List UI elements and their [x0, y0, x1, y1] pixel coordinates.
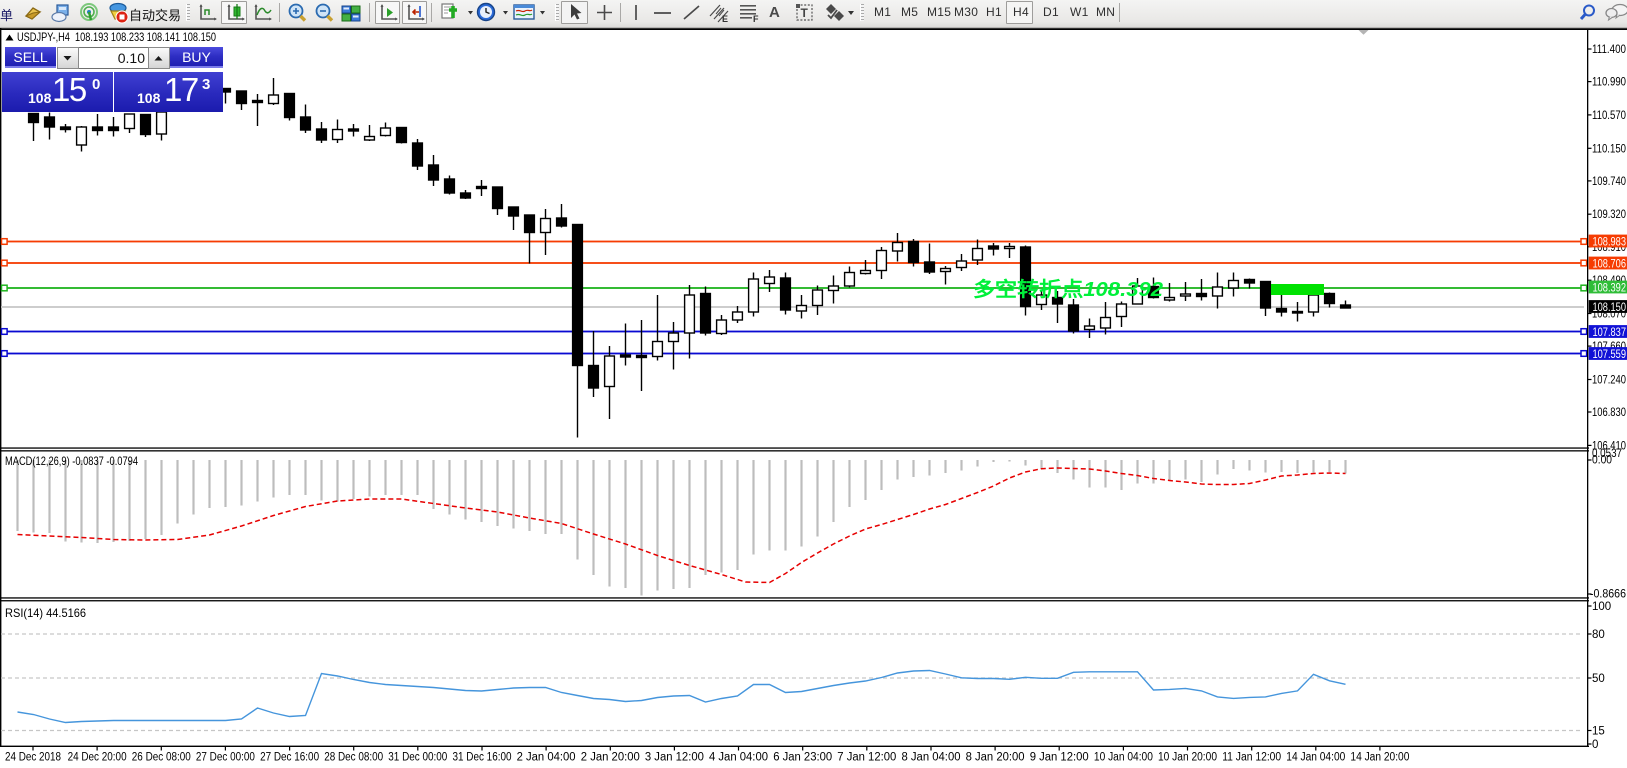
svg-text:108.150: 108.150 — [1593, 302, 1627, 314]
svg-text:USDJPY-,H4 108.193 108.233 10: USDJPY-,H4 108.193 108.233 108.141 108.1… — [17, 30, 216, 44]
svg-text:7 Jan 12:00: 7 Jan 12:00 — [837, 752, 896, 764]
svg-text:0: 0 — [1592, 739, 1598, 751]
svg-text:10 Jan 20:00: 10 Jan 20:00 — [1158, 752, 1217, 764]
svg-text:50: 50 — [1592, 673, 1605, 685]
svg-text:E: E — [722, 14, 728, 24]
svg-text:110.570: 110.570 — [1592, 110, 1626, 122]
svg-text:26 Dec 08:00: 26 Dec 08:00 — [132, 752, 191, 764]
svg-text:110.150: 110.150 — [1592, 143, 1626, 155]
svg-text:14 Jan 04:00: 14 Jan 04:00 — [1286, 752, 1345, 764]
svg-text:31 Dec 00:00: 31 Dec 00:00 — [388, 752, 447, 764]
svg-text:107.559: 107.559 — [1593, 349, 1627, 361]
svg-text:3 Jan 12:00: 3 Jan 12:00 — [645, 752, 704, 764]
svg-text:14 Jan 20:00: 14 Jan 20:00 — [1350, 752, 1409, 764]
svg-text:2 Jan 04:00: 2 Jan 04:00 — [517, 752, 576, 764]
svg-text:F: F — [753, 14, 759, 24]
svg-text:108.706: 108.706 — [1593, 258, 1627, 270]
svg-text:110.990: 110.990 — [1592, 77, 1626, 89]
svg-text:10 Jan 04:00: 10 Jan 04:00 — [1094, 752, 1153, 764]
svg-text:31 Dec 16:00: 31 Dec 16:00 — [453, 752, 512, 764]
svg-text:8 Jan 20:00: 8 Jan 20:00 — [966, 752, 1025, 764]
svg-text:15: 15 — [1592, 726, 1605, 738]
svg-text:0.00: 0.00 — [1592, 455, 1612, 467]
svg-text:111.400: 111.400 — [1592, 44, 1626, 56]
svg-text:RSI(14) 44.5166: RSI(14) 44.5166 — [5, 606, 86, 620]
svg-text:0.0537: 0.0537 — [1592, 448, 1622, 460]
svg-text:106.830: 106.830 — [1592, 407, 1626, 419]
svg-text:28 Dec 08:00: 28 Dec 08:00 — [324, 752, 383, 764]
svg-text:100: 100 — [1592, 601, 1611, 613]
svg-text:109.320: 109.320 — [1592, 209, 1626, 221]
svg-text:11 Jan 12:00: 11 Jan 12:00 — [1222, 752, 1281, 764]
svg-text:80: 80 — [1592, 629, 1605, 641]
svg-text:2 Jan 20:00: 2 Jan 20:00 — [581, 752, 640, 764]
svg-text:106.410: 106.410 — [1592, 440, 1626, 452]
svg-text:24 Dec 20:00: 24 Dec 20:00 — [68, 752, 127, 764]
svg-text:109.740: 109.740 — [1592, 176, 1626, 188]
svg-text:MACD(12,26,9) -0.0837 -0.0794: MACD(12,26,9) -0.0837 -0.0794 — [5, 454, 138, 468]
svg-text:108.983: 108.983 — [1593, 236, 1627, 248]
svg-text:T: T — [801, 6, 809, 20]
svg-text:多空转折点108.392: 多空转折点108.392 — [973, 277, 1163, 301]
svg-text:27 Dec 16:00: 27 Dec 16:00 — [260, 752, 319, 764]
svg-text:4 Jan 04:00: 4 Jan 04:00 — [709, 752, 768, 764]
svg-text:108.392: 108.392 — [1593, 282, 1627, 294]
svg-text:24 Dec 2018: 24 Dec 2018 — [5, 752, 61, 764]
svg-text:-0.8666: -0.8666 — [1590, 589, 1626, 601]
svg-text:107.837: 107.837 — [1593, 327, 1627, 339]
svg-text:6 Jan 23:00: 6 Jan 23:00 — [773, 752, 832, 764]
svg-text:9 Jan 12:00: 9 Jan 12:00 — [1030, 752, 1089, 764]
svg-text:107.240: 107.240 — [1592, 375, 1626, 387]
svg-text:27 Dec 00:00: 27 Dec 00:00 — [196, 752, 255, 764]
svg-text:8 Jan 04:00: 8 Jan 04:00 — [902, 752, 961, 764]
